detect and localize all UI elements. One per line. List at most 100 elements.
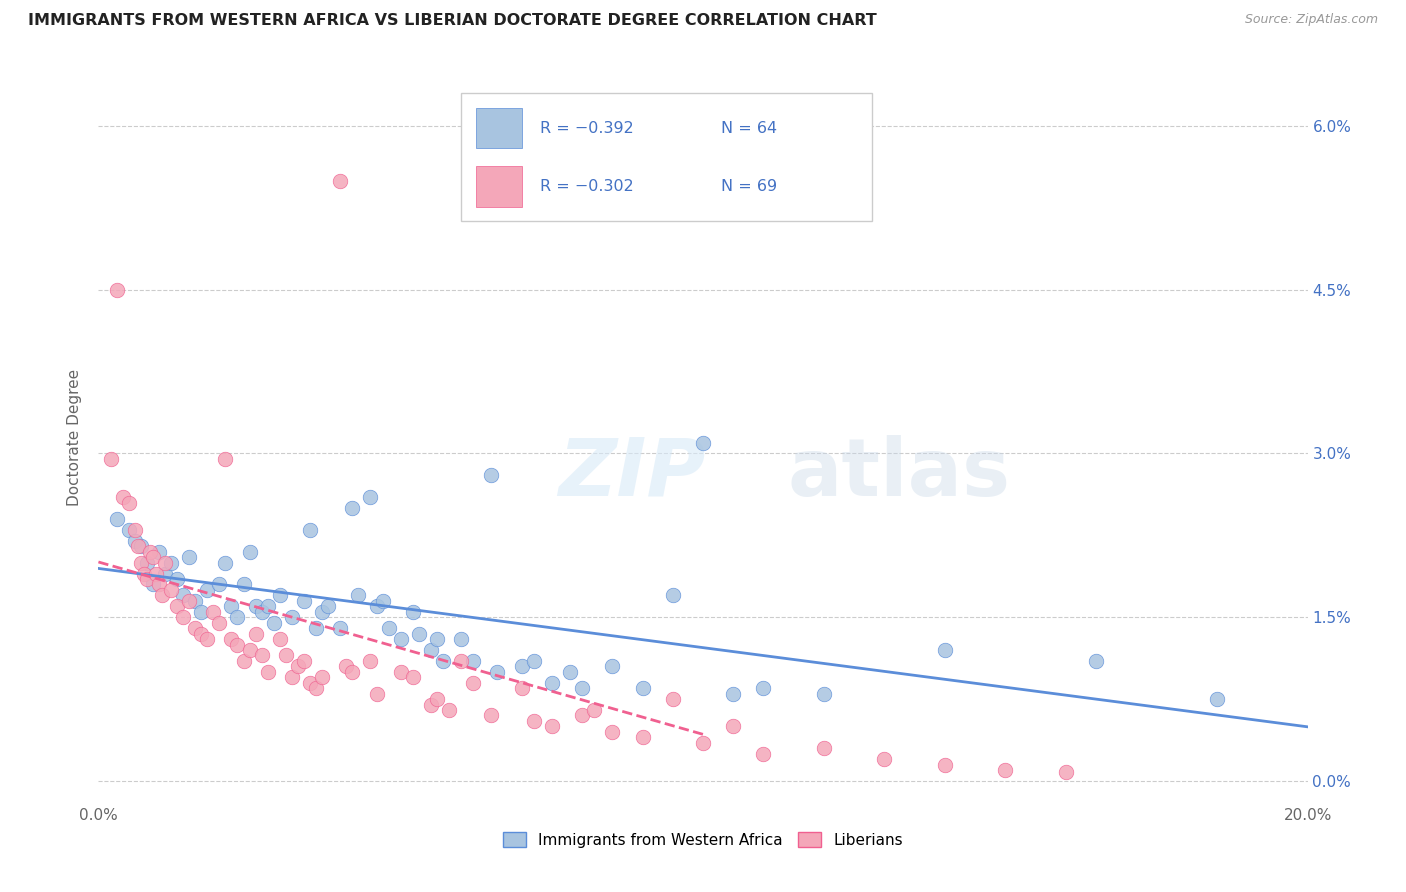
Point bbox=[450, 632, 472, 646]
Point bbox=[463, 675, 485, 690]
Point bbox=[239, 545, 262, 559]
Point bbox=[813, 687, 835, 701]
Point bbox=[631, 681, 654, 695]
Point bbox=[118, 523, 141, 537]
Point bbox=[160, 556, 183, 570]
Point bbox=[150, 588, 173, 602]
Point bbox=[692, 435, 714, 450]
Point bbox=[481, 468, 503, 483]
Point bbox=[166, 572, 188, 586]
Point bbox=[371, 594, 394, 608]
Point bbox=[129, 539, 152, 553]
Point bbox=[239, 643, 262, 657]
Point bbox=[142, 577, 165, 591]
Point bbox=[510, 659, 533, 673]
Y-axis label: Doctorate Degree: Doctorate Degree bbox=[67, 368, 83, 506]
Point bbox=[481, 708, 503, 723]
Point bbox=[389, 665, 412, 679]
Point bbox=[256, 599, 278, 614]
Point bbox=[184, 621, 207, 635]
Point bbox=[437, 703, 460, 717]
Point bbox=[281, 670, 304, 684]
Point bbox=[311, 670, 333, 684]
Point bbox=[360, 490, 382, 504]
Point bbox=[342, 501, 364, 516]
Point bbox=[558, 665, 581, 679]
Point bbox=[510, 681, 533, 695]
Point bbox=[1206, 692, 1229, 706]
Point bbox=[752, 747, 775, 761]
Text: Source: ZipAtlas.com: Source: ZipAtlas.com bbox=[1244, 13, 1378, 27]
Point bbox=[127, 539, 149, 553]
Point bbox=[408, 626, 430, 640]
Point bbox=[184, 594, 207, 608]
Point bbox=[752, 681, 775, 695]
Point bbox=[100, 451, 122, 466]
Point bbox=[153, 556, 176, 570]
Point bbox=[402, 605, 425, 619]
Point bbox=[281, 610, 304, 624]
Point bbox=[366, 687, 388, 701]
Point bbox=[316, 599, 339, 614]
Point bbox=[583, 703, 606, 717]
Point bbox=[232, 577, 254, 591]
Point bbox=[571, 708, 593, 723]
FancyBboxPatch shape bbox=[475, 108, 522, 148]
Point bbox=[105, 283, 128, 297]
Point bbox=[661, 692, 683, 706]
Point bbox=[994, 763, 1017, 777]
Point bbox=[335, 659, 357, 673]
Point bbox=[631, 731, 654, 745]
Point bbox=[692, 736, 714, 750]
Point bbox=[195, 632, 218, 646]
Point bbox=[132, 566, 155, 581]
Point bbox=[571, 681, 593, 695]
Point bbox=[250, 605, 273, 619]
Point bbox=[723, 687, 745, 701]
Point bbox=[269, 588, 291, 602]
Point bbox=[245, 626, 267, 640]
Point bbox=[523, 714, 546, 728]
Point bbox=[190, 605, 212, 619]
Point bbox=[661, 588, 683, 602]
Point bbox=[145, 566, 167, 581]
Point bbox=[274, 648, 297, 663]
Point bbox=[305, 681, 328, 695]
Point bbox=[540, 675, 562, 690]
Point bbox=[214, 556, 236, 570]
Point bbox=[124, 533, 146, 548]
Point bbox=[602, 659, 624, 673]
Point bbox=[202, 605, 225, 619]
Point bbox=[450, 654, 472, 668]
Point bbox=[256, 665, 278, 679]
Point bbox=[540, 719, 562, 733]
Point bbox=[118, 495, 141, 509]
Point bbox=[723, 719, 745, 733]
Point bbox=[377, 621, 399, 635]
Point bbox=[329, 173, 352, 187]
Point bbox=[129, 556, 152, 570]
Point bbox=[420, 643, 443, 657]
Point bbox=[360, 654, 382, 668]
Point bbox=[179, 550, 201, 565]
Point bbox=[195, 582, 218, 597]
Point bbox=[602, 724, 624, 739]
Text: N = 69: N = 69 bbox=[721, 179, 778, 194]
Point bbox=[813, 741, 835, 756]
Point bbox=[139, 545, 162, 559]
Point bbox=[172, 588, 194, 602]
Point bbox=[135, 572, 157, 586]
Point bbox=[226, 638, 249, 652]
Point bbox=[221, 632, 243, 646]
Point bbox=[226, 610, 249, 624]
Point bbox=[148, 545, 170, 559]
Point bbox=[287, 659, 309, 673]
Point bbox=[148, 577, 170, 591]
Point bbox=[221, 599, 243, 614]
Point bbox=[420, 698, 443, 712]
FancyBboxPatch shape bbox=[461, 94, 872, 221]
Text: N = 64: N = 64 bbox=[721, 121, 778, 136]
Text: R = −0.302: R = −0.302 bbox=[540, 179, 634, 194]
Point bbox=[347, 588, 370, 602]
Point bbox=[292, 594, 315, 608]
